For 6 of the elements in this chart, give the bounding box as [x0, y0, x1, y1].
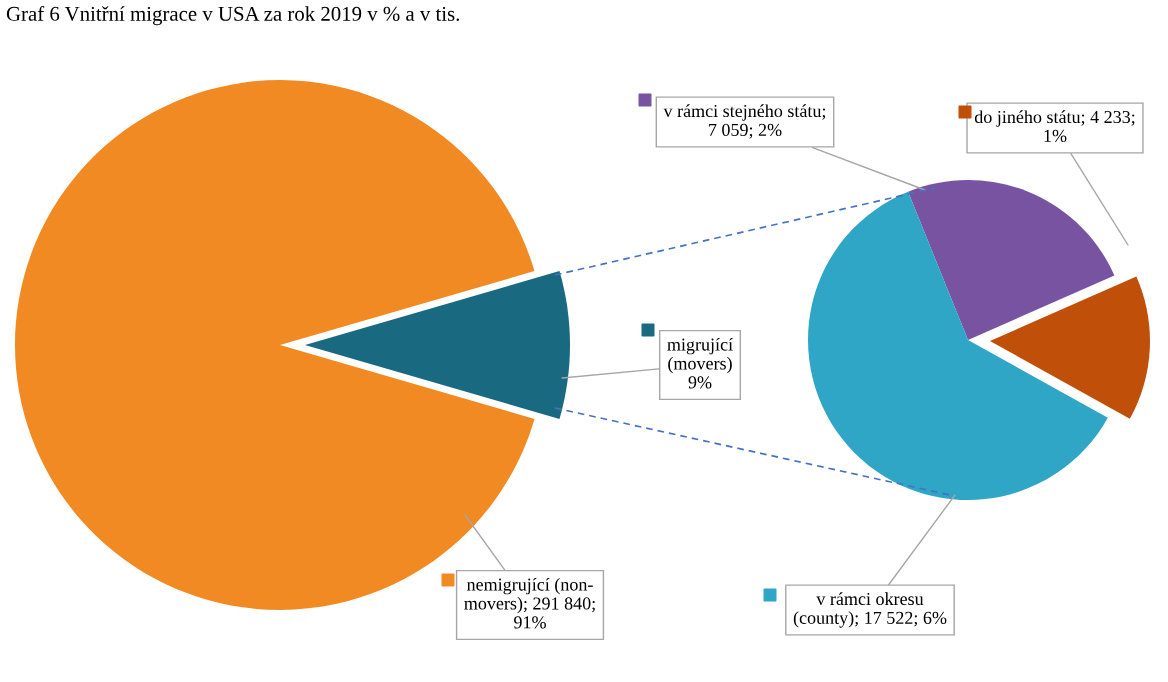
legend-label: do jiného státu; 4 233; 1% [974, 110, 1135, 143]
slice-label: v rámci stejného státu; 7 059; 2% [663, 104, 826, 139]
legend-label: nemigrující (non- movers); 291 840; 91% [464, 577, 595, 629]
chart-title: Graf 6 Vnitřní migrace v USA za rok 2019 v % a v tis. [6, 6, 460, 26]
slice-label: migrující (movers) 9% [667, 337, 733, 389]
legend-label: v rámci okresu (county); 17 522; 6% [793, 592, 947, 628]
